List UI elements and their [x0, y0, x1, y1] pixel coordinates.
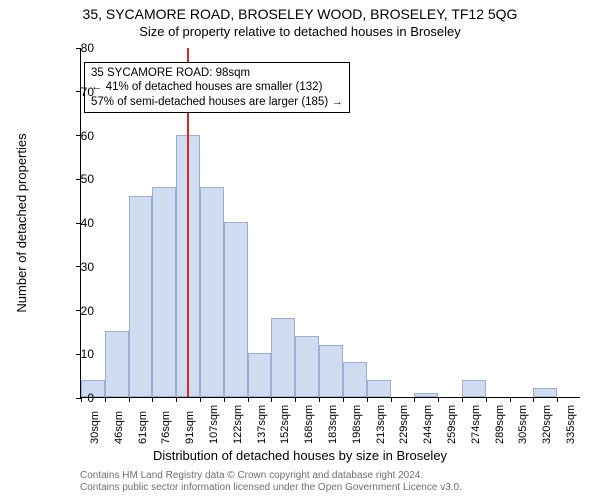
x-tick-label: 183sqm: [327, 405, 339, 444]
subtitle: Size of property relative to detached ho…: [0, 24, 600, 39]
x-axis-label: Distribution of detached houses by size …: [0, 448, 600, 463]
x-tick-label: 229sqm: [398, 405, 410, 444]
histogram-bar: [271, 318, 295, 397]
x-tick-mark: [105, 397, 106, 402]
histogram-bar: [462, 380, 486, 398]
histogram-bar: [248, 353, 272, 397]
histogram-bar: [414, 393, 438, 397]
y-tick-label: 80: [54, 41, 94, 55]
y-tick-label: 10: [54, 347, 94, 361]
x-tick-mark: [295, 397, 296, 402]
x-tick-mark: [343, 397, 344, 402]
y-tick-label: 50: [54, 172, 94, 186]
x-tick-mark: [557, 397, 558, 402]
x-tick-label: 274sqm: [470, 405, 482, 444]
y-tick-label: 60: [54, 129, 94, 143]
x-tick-label: 152sqm: [279, 405, 291, 444]
histogram-bar: [200, 187, 224, 397]
x-tick-label: 320sqm: [541, 405, 553, 444]
x-tick-mark: [391, 397, 392, 402]
footer-line-1: Contains HM Land Registry data © Crown c…: [80, 470, 462, 482]
histogram-bar: [367, 380, 391, 398]
x-tick-mark: [224, 397, 225, 402]
x-tick-mark: [533, 397, 534, 402]
x-tick-label: 30sqm: [89, 411, 101, 444]
x-tick-label: 122sqm: [232, 405, 244, 444]
x-tick-label: 244sqm: [422, 405, 434, 444]
x-tick-label: 198sqm: [351, 405, 363, 444]
y-axis-label: Number of detached properties: [14, 133, 29, 312]
x-tick-mark: [462, 397, 463, 402]
x-tick-label: 46sqm: [113, 411, 125, 444]
x-tick-label: 107sqm: [208, 405, 220, 444]
histogram-bar: [105, 331, 129, 397]
x-tick-mark: [129, 397, 130, 402]
x-tick-mark: [200, 397, 201, 402]
x-tick-mark: [367, 397, 368, 402]
x-tick-label: 76sqm: [160, 411, 172, 444]
footer-line-2: Contains public sector information licen…: [80, 482, 462, 494]
x-tick-mark: [152, 397, 153, 402]
x-tick-label: 168sqm: [303, 405, 315, 444]
histogram-bar: [533, 388, 557, 397]
histogram-bar: [224, 222, 248, 397]
histogram-bar: [343, 362, 367, 397]
x-tick-mark: [414, 397, 415, 402]
x-tick-label: 335sqm: [565, 405, 577, 444]
x-tick-label: 137sqm: [256, 405, 268, 444]
x-tick-label: 305sqm: [517, 405, 529, 444]
x-tick-label: 213sqm: [375, 405, 387, 444]
annotation-line-3: 57% of semi-detached houses are larger (…: [91, 95, 343, 109]
histogram-bar: [129, 196, 153, 397]
x-tick-mark: [510, 397, 511, 402]
y-tick-label: 40: [54, 216, 94, 230]
address-title: 35, SYCAMORE ROAD, BROSELEY WOOD, BROSEL…: [0, 6, 600, 22]
x-tick-label: 61sqm: [137, 411, 149, 444]
y-tick-label: 20: [54, 304, 94, 318]
y-tick-label: 70: [54, 85, 94, 99]
chart-container: 35, SYCAMORE ROAD, BROSELEY WOOD, BROSEL…: [0, 0, 600, 500]
x-tick-label: 259sqm: [446, 405, 458, 444]
histogram-bar: [295, 336, 319, 397]
annotation-box: 35 SYCAMORE ROAD: 98sqm ← 41% of detache…: [84, 62, 350, 113]
x-tick-label: 91sqm: [184, 411, 196, 444]
histogram-bar: [319, 345, 343, 398]
x-tick-mark: [486, 397, 487, 402]
annotation-line-1: 35 SYCAMORE ROAD: 98sqm: [91, 66, 343, 80]
x-tick-mark: [271, 397, 272, 402]
x-tick-mark: [319, 397, 320, 402]
x-tick-mark: [438, 397, 439, 402]
histogram-bar: [152, 187, 176, 397]
y-tick-label: 30: [54, 260, 94, 274]
x-tick-mark: [248, 397, 249, 402]
footer-attribution: Contains HM Land Registry data © Crown c…: [80, 470, 462, 494]
x-tick-mark: [176, 397, 177, 402]
y-tick-label: 0: [54, 391, 94, 405]
x-tick-label: 289sqm: [494, 405, 506, 444]
annotation-line-2: ← 41% of detached houses are smaller (13…: [91, 80, 343, 94]
